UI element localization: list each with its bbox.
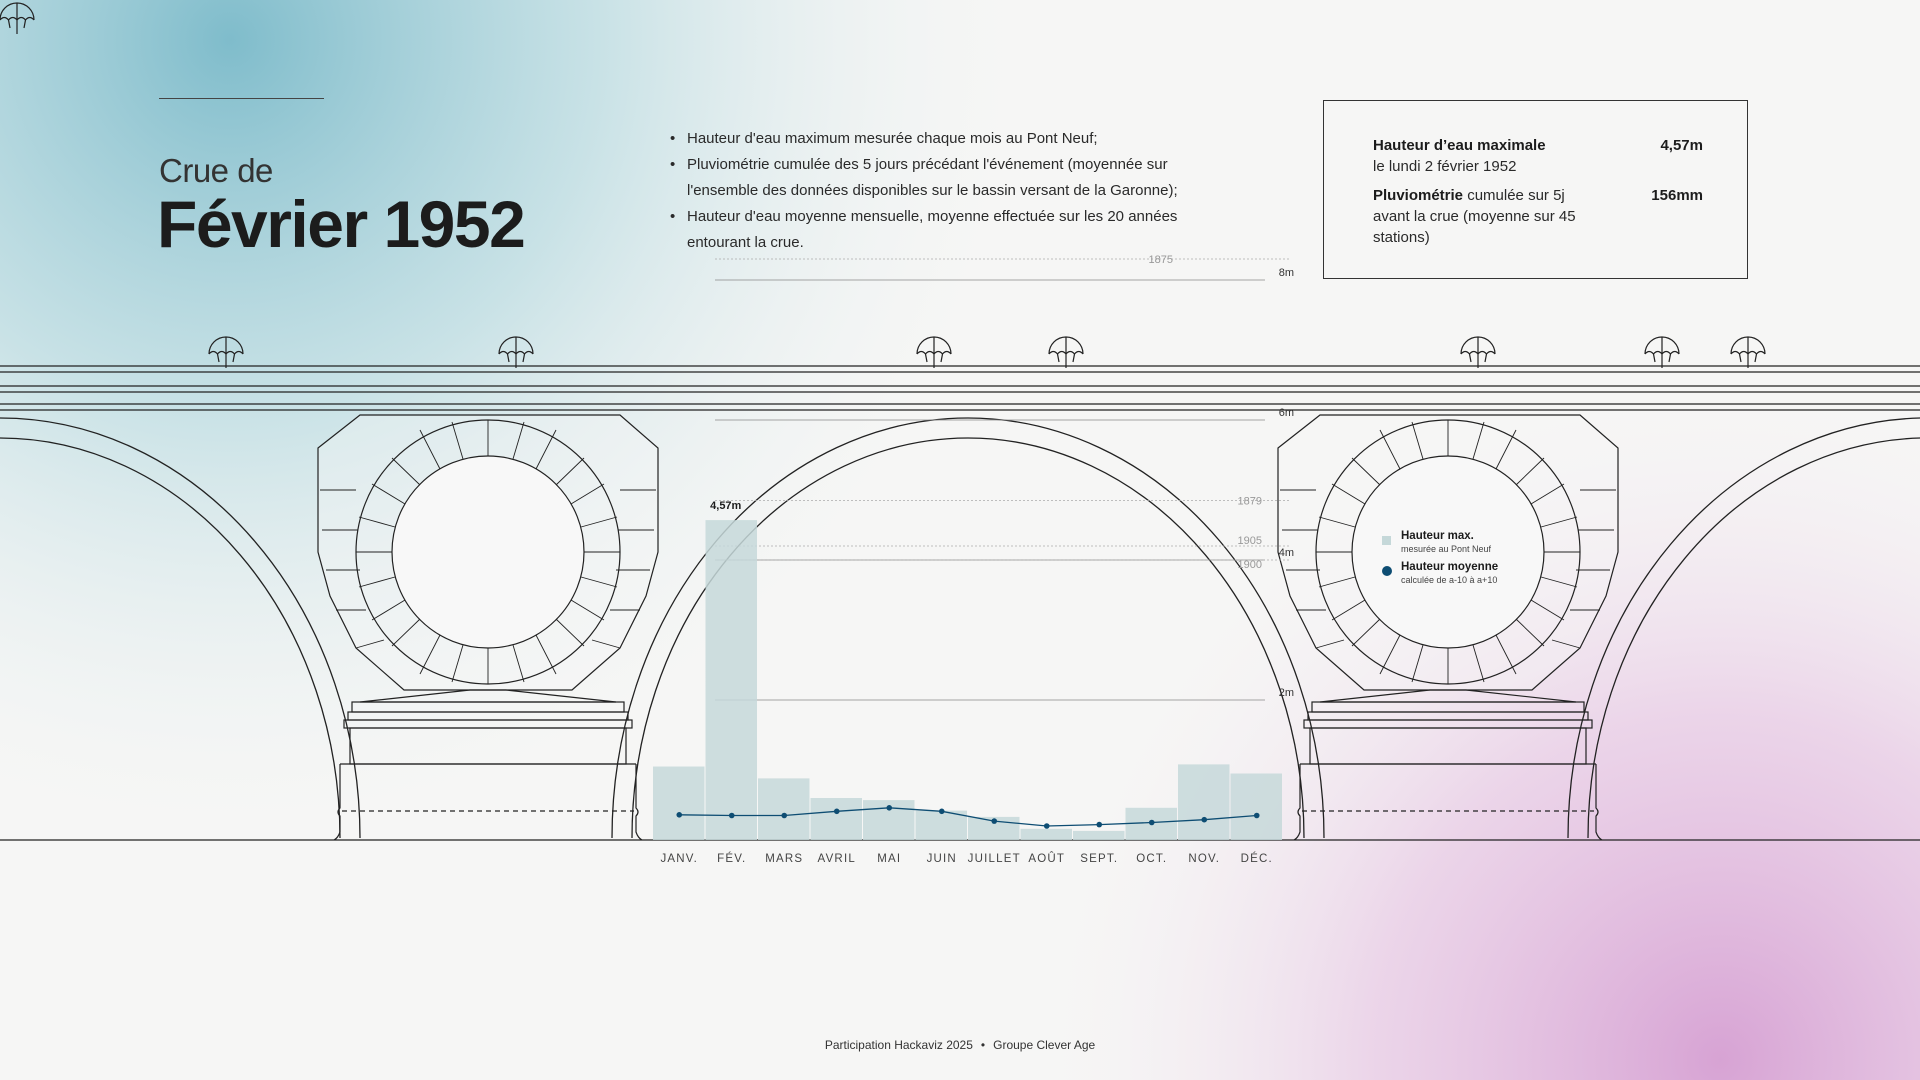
- average-point: [1148, 819, 1155, 826]
- bar: [758, 778, 810, 840]
- bar: [705, 520, 757, 840]
- bar: [1230, 773, 1282, 840]
- reference-label: 1900: [1238, 559, 1262, 571]
- umbrella-icon: [1048, 336, 1084, 369]
- description-item: Hauteur d'eau moyenne mensuelle, moyenne…: [668, 204, 1188, 256]
- reference-label: 1879: [1238, 496, 1262, 508]
- y-tick-label: 8m: [1279, 267, 1294, 279]
- legend-avg-title: Hauteur moyenne: [1401, 561, 1499, 573]
- umbrella-icon: [498, 336, 534, 369]
- x-tick-label: SEPT.: [1080, 853, 1118, 865]
- bar: [1178, 764, 1230, 840]
- x-tick-label: MARS: [765, 853, 803, 865]
- legend-avg-sub: calculée de a-10 à a+10: [1401, 575, 1498, 585]
- kpi-max-height-title: Hauteur d’eau maximale: [1373, 137, 1546, 154]
- chart-average-line: [676, 805, 1260, 829]
- chart-labels: 2m 4m 6m 8m 1875 1879 1905 1900 JANV. FÉV. MARS AVR…: [660, 254, 1294, 865]
- kpi-max-height-value: 4,57m: [1660, 137, 1703, 154]
- kpi-max-height-date: le lundi 2 février 1952: [1373, 158, 1517, 175]
- data-label: 4,57m: [710, 500, 741, 512]
- legend-bar-swatch: [1382, 536, 1391, 545]
- umbrella-icon: [0, 2, 35, 34]
- x-tick-label: JUIN: [927, 853, 957, 865]
- legend-dot-swatch: [1382, 566, 1392, 576]
- average-point: [676, 812, 683, 818]
- legend-item-avg: Hauteur moyenne calculée de a-10 à a+10: [1382, 561, 1522, 592]
- bar: [1073, 830, 1125, 840]
- umbrella-icon: [1730, 336, 1766, 369]
- kpi-box: Hauteur d’eau maximale le lundi 2 févrie…: [1323, 100, 1748, 279]
- average-point: [886, 805, 893, 811]
- page-title: Février 1952: [157, 187, 526, 261]
- kpi-rainfall-value: 156mm: [1651, 187, 1703, 204]
- average-point: [833, 808, 840, 815]
- y-tick-label: 2m: [1279, 687, 1294, 699]
- x-tick-label: DÉC.: [1241, 852, 1273, 865]
- x-tick-label: FÉV.: [717, 852, 746, 865]
- average-point: [1253, 812, 1260, 819]
- kpi-rainfall-title: Pluviométrie: [1373, 187, 1464, 204]
- legend-max-sub: mesurée au Pont Neuf: [1401, 544, 1492, 554]
- chart-gridlines: [715, 279, 1265, 701]
- kpi-max-height: Hauteur d’eau maximale le lundi 2 févrie…: [1373, 135, 1703, 177]
- x-tick-label: OCT.: [1136, 853, 1167, 865]
- y-tick-label: 6m: [1279, 407, 1294, 419]
- footer: Participation Hackaviz 2025 • Groupe Cleve…: [0, 1038, 1920, 1052]
- legend-item-max: Hauteur max. mesurée au Pont Neuf: [1382, 530, 1522, 561]
- bar: [915, 810, 967, 840]
- umbrella-icon: [1644, 336, 1680, 369]
- bar: [810, 798, 862, 840]
- title-rule: [159, 98, 324, 99]
- x-tick-label: JANV.: [660, 853, 698, 865]
- average-line: [679, 807, 1257, 827]
- title-prefix: Crue de: [159, 152, 273, 189]
- footer-team: Groupe Clever Age: [993, 1038, 1096, 1052]
- x-tick-label: JUILLET: [968, 853, 1021, 865]
- y-tick-label: 4m: [1279, 547, 1294, 559]
- chart-bars: [653, 520, 1282, 840]
- average-point: [1096, 821, 1103, 828]
- description-item: Hauteur d'eau maximum mesurée chaque moi…: [668, 126, 1188, 152]
- chart-legend: Hauteur max. mesurée au Pont Neuf Hauteu…: [1382, 530, 1522, 592]
- legend-max-title: Hauteur max.: [1401, 530, 1474, 542]
- x-tick-label: AVRIL: [818, 853, 856, 865]
- x-tick-label: AOÛT: [1028, 852, 1065, 865]
- x-tick-label: NOV.: [1188, 853, 1220, 865]
- kpi-rainfall-desc: cumulée sur 5j avant la crue (moyenne su…: [1373, 187, 1576, 246]
- reference-label: 1905: [1238, 535, 1262, 547]
- footer-separator: •: [980, 1038, 986, 1052]
- x-tick-label: MAI: [877, 853, 901, 865]
- average-point: [728, 812, 735, 819]
- pier-left: [317, 414, 659, 841]
- umbrella-icon: [1460, 336, 1496, 369]
- umbrella-icon: [208, 336, 244, 369]
- average-point: [781, 812, 788, 819]
- footer-event: Participation Hackaviz 2025: [824, 1038, 973, 1052]
- average-point: [991, 818, 998, 824]
- average-point: [1201, 816, 1208, 823]
- average-point: [938, 808, 945, 815]
- reference-label: 1875: [1149, 254, 1173, 266]
- description-list: Hauteur d'eau maximum mesurée chaque moi…: [668, 126, 1188, 256]
- bar: [1020, 828, 1072, 840]
- bar: [653, 766, 705, 840]
- average-point: [1043, 823, 1050, 829]
- description-item: Pluviométrie cumulée des 5 jours précéda…: [668, 152, 1188, 204]
- umbrella-icon: [916, 336, 952, 369]
- kpi-rainfall: Pluviométrie cumulée sur 5j avant la cru…: [1373, 185, 1703, 248]
